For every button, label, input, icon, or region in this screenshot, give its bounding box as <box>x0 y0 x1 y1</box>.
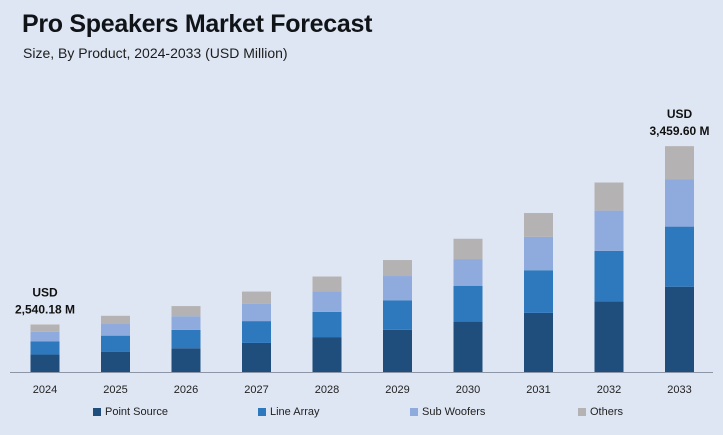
chart-title: Pro Speakers Market Forecast <box>22 10 373 38</box>
x-tick-label-2032: 2032 <box>597 384 621 396</box>
x-tick-label-2031: 2031 <box>526 384 550 396</box>
bar-sub-woofers-2024 <box>30 331 60 342</box>
data-label-value-2033: 3,459.60 M <box>649 124 709 138</box>
bar-point-source-2031 <box>524 312 553 372</box>
bar-point-source-2026 <box>171 348 201 372</box>
bar-line-array-2033 <box>665 226 694 287</box>
bar-others-2027 <box>242 291 271 304</box>
x-tick-label-2027: 2027 <box>244 384 268 396</box>
bar-others-2024 <box>30 324 60 332</box>
x-tick-label-2033: 2033 <box>667 384 691 396</box>
bar-others-2030 <box>453 238 483 260</box>
bar-sub-woofers-2025 <box>101 324 130 336</box>
bar-line-array-2031 <box>524 270 553 313</box>
bar-point-source-2030 <box>453 321 483 372</box>
x-tick-label-2028: 2028 <box>315 384 339 396</box>
legend-item-point-source: Point Source <box>93 406 168 418</box>
bar-others-2026 <box>171 306 201 317</box>
legend-item-sub-woofers: Sub Woofers <box>410 406 485 418</box>
legend-item-line-array: Line Array <box>258 406 320 418</box>
bar-line-array-2026 <box>171 329 201 349</box>
legend-swatch-point-source <box>93 408 101 416</box>
x-tick-label-2026: 2026 <box>174 384 198 396</box>
bar-sub-woofers-2026 <box>171 316 201 330</box>
bar-point-source-2032 <box>594 301 624 372</box>
x-tick-label-2025: 2025 <box>103 384 127 396</box>
bar-point-source-2028 <box>312 337 342 372</box>
bar-point-source-2033 <box>665 286 694 372</box>
bar-line-array-2024 <box>30 341 60 355</box>
bar-sub-woofers-2027 <box>242 303 271 322</box>
legend-swatch-sub-woofers <box>410 408 418 416</box>
legend-label-point-source: Point Source <box>105 406 168 418</box>
bar-line-array-2029 <box>383 300 412 330</box>
legend-label-others: Others <box>590 406 624 418</box>
bar-sub-woofers-2033 <box>665 179 694 227</box>
bar-others-2029 <box>383 260 412 277</box>
bar-sub-woofers-2032 <box>594 210 624 251</box>
bar-sub-woofers-2029 <box>383 276 412 301</box>
bar-others-2025 <box>101 315 130 325</box>
bar-line-array-2027 <box>242 321 271 343</box>
legend-item-others: Others <box>578 406 623 418</box>
bar-others-2032 <box>594 182 624 211</box>
legend-label-sub-woofers: Sub Woofers <box>422 406 486 418</box>
bar-sub-woofers-2030 <box>453 259 483 286</box>
legend-label-line-array: Line Array <box>270 406 320 418</box>
bar-point-source-2024 <box>30 354 60 372</box>
bar-line-array-2030 <box>453 285 483 322</box>
bar-point-source-2027 <box>242 342 271 372</box>
legend-swatch-others <box>578 408 586 416</box>
stacked-bar-chart: 2024 2,540.18 M USD 2025 2026 2027 2028 2029 203… <box>10 107 713 396</box>
x-tick-label-2029: 2029 <box>385 384 409 396</box>
data-label-value-2024: 2,540.18 M <box>15 303 75 317</box>
bar-line-array-2025 <box>101 335 130 352</box>
data-label-currency-2033: USD <box>667 107 693 121</box>
chart-subtitle: Size, By Product, 2024-2033 (USD Million… <box>23 45 288 61</box>
bar-point-source-2025 <box>101 351 130 372</box>
bar-sub-woofers-2028 <box>312 291 342 312</box>
bar-others-2031 <box>524 213 553 237</box>
bar-others-2033 <box>665 146 694 180</box>
bar-others-2028 <box>312 276 342 292</box>
x-tick-label-2030: 2030 <box>456 384 480 396</box>
bar-point-source-2029 <box>383 329 412 372</box>
bar-line-array-2032 <box>594 250 624 302</box>
bar-line-array-2028 <box>312 311 342 338</box>
x-tick-label-2024: 2024 <box>33 384 57 396</box>
bar-sub-woofers-2031 <box>524 236 553 271</box>
chart-legend: Point Source Line Array Sub Woofers Othe… <box>0 406 723 426</box>
data-label-currency-2024: USD <box>32 286 58 300</box>
legend-swatch-line-array <box>258 408 266 416</box>
